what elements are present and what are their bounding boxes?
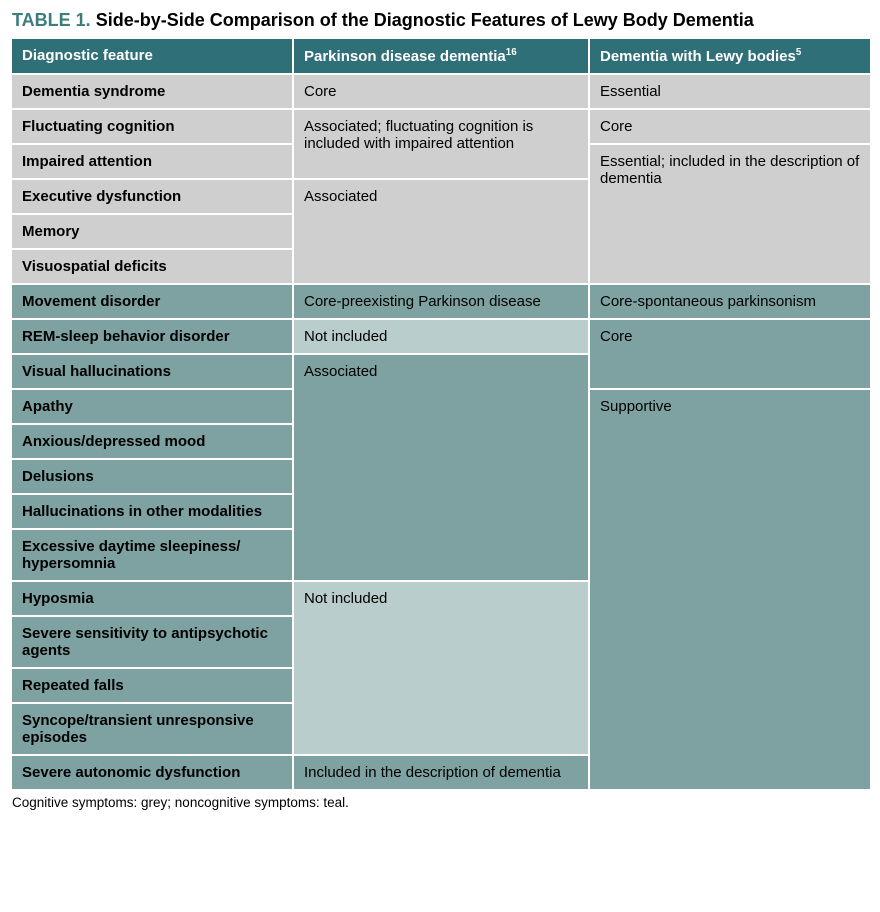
table-row: Fluctuating cognition Associated; fluctu… [11, 109, 871, 144]
feature-cell: Syncope/transient unresponsive episodes [11, 703, 293, 755]
table-title-text: Side-by-Side Comparison of the Diagnosti… [96, 10, 754, 30]
comparison-table: Diagnostic feature Parkinson disease dem… [10, 37, 872, 791]
pdd-cell: Core-preexisting Parkinson disease [293, 284, 589, 319]
table-number: TABLE 1. [12, 10, 91, 30]
feature-cell: Delusions [11, 459, 293, 494]
dlb-cell: Core-spontaneous parkinsonism [589, 284, 871, 319]
pdd-cell: Core [293, 74, 589, 109]
feature-cell: REM-sleep behavior disorder [11, 319, 293, 354]
pdd-cell: Not included [293, 319, 589, 354]
feature-cell: Anxious/depressed mood [11, 424, 293, 459]
pdd-cell: Associated [293, 179, 589, 284]
feature-cell: Severe sensitivity to antipsychotic agen… [11, 616, 293, 668]
feature-cell: Repeated falls [11, 668, 293, 703]
dlb-cell: Core [589, 109, 871, 144]
pdd-cell: Included in the description of dementia [293, 755, 589, 790]
table-row: REM-sleep behavior disorder Not included… [11, 319, 871, 354]
table-row: Movement disorder Core-preexisting Parki… [11, 284, 871, 319]
header-row: Diagnostic feature Parkinson disease dem… [11, 38, 871, 74]
feature-cell: Apathy [11, 389, 293, 424]
feature-cell: Hyposmia [11, 581, 293, 616]
feature-cell: Executive dysfunction [11, 179, 293, 214]
col-header-feature: Diagnostic feature [11, 38, 293, 74]
feature-cell: Visual hallucinations [11, 354, 293, 389]
table-row: Dementia syndrome Core Essential [11, 74, 871, 109]
feature-cell: Visuospatial deficits [11, 249, 293, 284]
feature-cell: Hallucinations in other modalities [11, 494, 293, 529]
table-footnote: Cognitive symptoms: grey; noncognitive s… [12, 795, 870, 810]
feature-cell: Excessive daytime sleepiness/ hypersomni… [11, 529, 293, 581]
col-header-pdd: Parkinson disease dementia16 [293, 38, 589, 74]
pdd-cell: Associated [293, 354, 589, 581]
table-title: TABLE 1. Side-by-Side Comparison of the … [12, 10, 870, 31]
feature-cell: Memory [11, 214, 293, 249]
feature-cell: Severe autonomic dysfunction [11, 755, 293, 790]
col-header-dlb: Dementia with Lewy bodies5 [589, 38, 871, 74]
feature-cell: Impaired attention [11, 144, 293, 179]
feature-cell: Fluctuating cognition [11, 109, 293, 144]
feature-cell: Movement disorder [11, 284, 293, 319]
pdd-cell: Associated; fluctuating cognition is inc… [293, 109, 589, 179]
dlb-cell: Supportive [589, 389, 871, 790]
dlb-cell: Essential [589, 74, 871, 109]
dlb-cell: Core [589, 319, 871, 389]
dlb-cell: Essential; included in the description o… [589, 144, 871, 284]
feature-cell: Dementia syndrome [11, 74, 293, 109]
pdd-cell: Not included [293, 581, 589, 755]
